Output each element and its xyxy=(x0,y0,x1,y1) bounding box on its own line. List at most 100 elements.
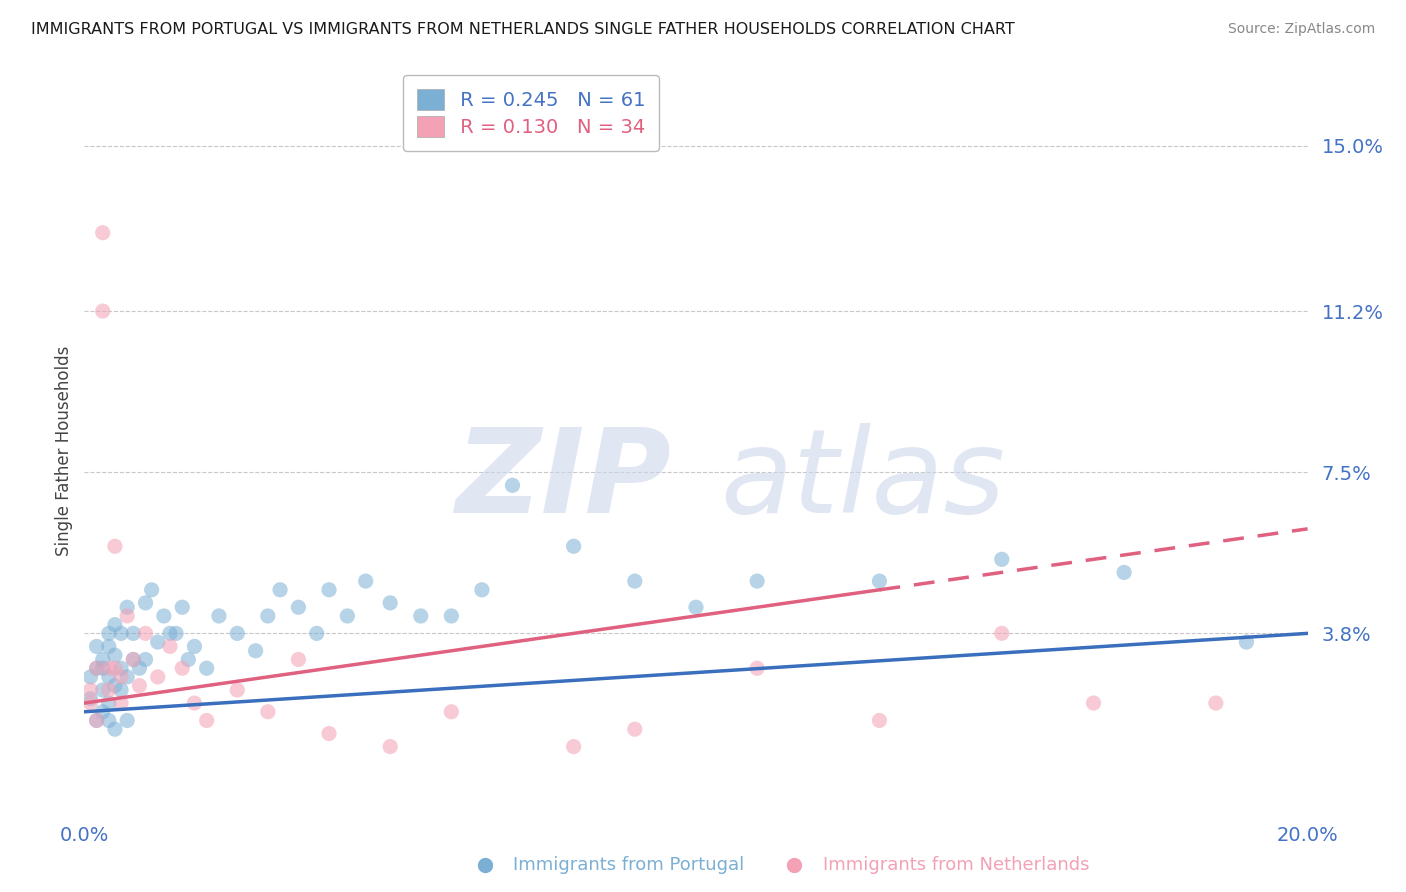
Point xyxy=(305,626,328,640)
Point xyxy=(91,226,114,240)
Point xyxy=(135,626,157,640)
Point xyxy=(115,670,138,684)
Point xyxy=(97,714,120,728)
Point xyxy=(97,683,120,698)
Point xyxy=(146,670,169,684)
Point xyxy=(104,661,127,675)
Point xyxy=(128,679,150,693)
Point xyxy=(380,739,402,754)
Point xyxy=(562,739,585,754)
Point xyxy=(991,552,1014,566)
Point xyxy=(380,596,402,610)
Point xyxy=(1083,696,1105,710)
Point xyxy=(104,617,127,632)
Point xyxy=(86,640,108,654)
Point xyxy=(91,705,114,719)
Text: atlas: atlas xyxy=(720,423,1005,537)
Point xyxy=(97,670,120,684)
Point xyxy=(122,626,145,640)
Point xyxy=(86,661,108,675)
Point xyxy=(685,600,707,615)
Point xyxy=(79,670,101,684)
Point xyxy=(195,714,218,728)
Point xyxy=(91,683,114,698)
Point xyxy=(1205,696,1227,710)
Point xyxy=(128,661,150,675)
Point xyxy=(110,626,132,640)
Point xyxy=(86,714,108,728)
Point xyxy=(97,626,120,640)
Point xyxy=(747,574,769,588)
Legend:  R = 0.245   N = 61,  R = 0.130   N = 34: R = 0.245 N = 61, R = 0.130 N = 34 xyxy=(404,75,658,151)
Point xyxy=(195,661,218,675)
Text: ZIP: ZIP xyxy=(456,423,672,538)
Point xyxy=(104,648,127,662)
Point xyxy=(104,679,127,693)
Point xyxy=(440,705,463,719)
Point xyxy=(135,596,157,610)
Point xyxy=(104,539,127,553)
Point xyxy=(86,714,108,728)
Point xyxy=(110,683,132,698)
Point xyxy=(122,652,145,666)
Point xyxy=(115,600,138,615)
Point xyxy=(141,582,163,597)
Point xyxy=(991,626,1014,640)
Point xyxy=(115,609,138,624)
Point xyxy=(104,722,127,736)
Point xyxy=(97,661,120,675)
Point xyxy=(115,714,138,728)
Point xyxy=(440,609,463,624)
Point xyxy=(177,652,200,666)
Point xyxy=(502,478,524,492)
Point xyxy=(146,635,169,649)
Point xyxy=(318,726,340,740)
Point xyxy=(471,582,494,597)
Point xyxy=(245,644,267,658)
Point xyxy=(747,661,769,675)
Point xyxy=(79,683,101,698)
Point xyxy=(869,574,891,588)
Point xyxy=(153,609,176,624)
Point xyxy=(91,304,114,318)
Point xyxy=(135,652,157,666)
Point xyxy=(257,609,280,624)
Point xyxy=(208,609,231,624)
Point xyxy=(86,661,108,675)
Point xyxy=(172,661,194,675)
Point xyxy=(562,539,585,553)
Point xyxy=(318,582,340,597)
Text: Immigrants from Netherlands: Immigrants from Netherlands xyxy=(823,856,1090,874)
Point xyxy=(110,661,132,675)
Point xyxy=(122,652,145,666)
Point xyxy=(1236,635,1258,649)
Point xyxy=(226,683,249,698)
Text: IMMIGRANTS FROM PORTUGAL VS IMMIGRANTS FROM NETHERLANDS SINGLE FATHER HOUSEHOLDS: IMMIGRANTS FROM PORTUGAL VS IMMIGRANTS F… xyxy=(31,22,1015,37)
Point xyxy=(287,652,309,666)
Point xyxy=(226,626,249,640)
Point xyxy=(624,574,647,588)
Point xyxy=(159,626,181,640)
Point xyxy=(257,705,280,719)
Point xyxy=(91,661,114,675)
Point xyxy=(409,609,432,624)
Point xyxy=(79,691,101,706)
Point xyxy=(97,640,120,654)
Text: Immigrants from Portugal: Immigrants from Portugal xyxy=(513,856,744,874)
Point xyxy=(354,574,377,588)
Point xyxy=(183,696,205,710)
Point xyxy=(287,600,309,615)
Point xyxy=(159,640,181,654)
Point xyxy=(110,696,132,710)
Point xyxy=(172,600,194,615)
Point xyxy=(91,652,114,666)
Point xyxy=(165,626,187,640)
Text: Source: ZipAtlas.com: Source: ZipAtlas.com xyxy=(1227,22,1375,37)
Y-axis label: Single Father Households: Single Father Households xyxy=(55,345,73,556)
Point xyxy=(869,714,891,728)
Point xyxy=(110,670,132,684)
Point xyxy=(79,696,101,710)
Point xyxy=(1114,566,1136,580)
Point xyxy=(624,722,647,736)
Point xyxy=(183,640,205,654)
